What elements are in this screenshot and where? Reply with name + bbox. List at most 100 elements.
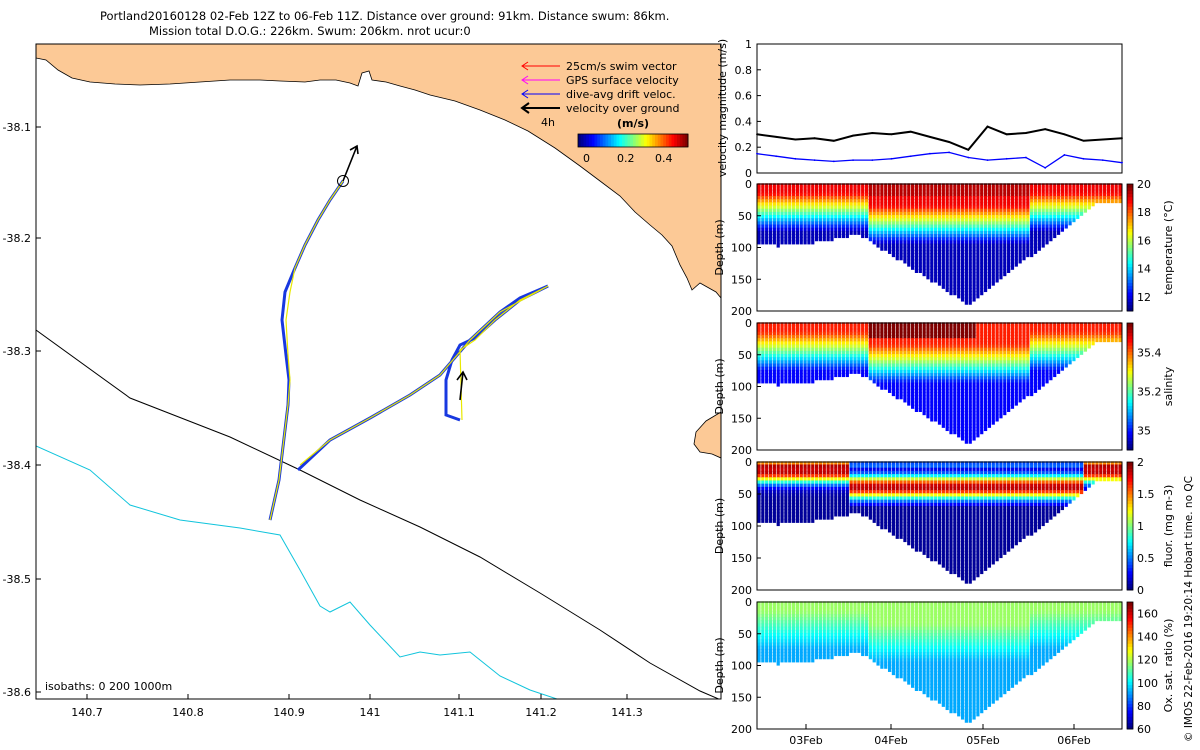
section-sample [861, 227, 865, 232]
section-sample [768, 366, 773, 371]
section-sample [976, 407, 980, 412]
section-sample [780, 379, 784, 384]
section-sample [976, 392, 980, 397]
section-sample [960, 334, 965, 339]
section-sample [1003, 376, 1007, 381]
section-sample [891, 189, 896, 194]
section-sample [1045, 224, 1049, 229]
section-sample [1003, 347, 1007, 352]
section-sample [934, 215, 938, 220]
section-sample [926, 379, 930, 384]
section-sample [784, 477, 788, 482]
map-colorbar-cell [624, 134, 628, 147]
section-sample [991, 227, 995, 232]
section-sample [1068, 341, 1072, 346]
section-sample [1072, 211, 1076, 216]
section-sample [926, 328, 930, 333]
section-sample [937, 388, 942, 393]
section-sample [1022, 189, 1026, 194]
section-colorbar-cell [1127, 421, 1133, 426]
section-sample [960, 202, 965, 207]
section-sample [1007, 322, 1011, 327]
section-sample [841, 499, 846, 504]
section-sample [922, 350, 926, 355]
section-sample [811, 502, 815, 507]
section-sample [937, 259, 942, 264]
section-sample [791, 369, 796, 374]
section-sample [815, 211, 819, 216]
section-sample [1068, 347, 1072, 352]
section-sample [791, 338, 796, 343]
section-sample [995, 334, 999, 339]
section-sample [960, 430, 965, 435]
section-sample [757, 192, 761, 197]
section-y-tick-label: 100 [731, 381, 752, 394]
section-sample [1091, 328, 1095, 333]
section-sample [815, 331, 819, 336]
section-sample [918, 357, 922, 362]
section-sample [1033, 379, 1038, 384]
section-sample [980, 373, 984, 378]
section-sample [1003, 382, 1007, 387]
section-sample [1007, 205, 1011, 210]
section-sample [822, 208, 826, 213]
section-sample [857, 369, 861, 374]
section-sample [968, 288, 972, 293]
section-sample [815, 205, 819, 210]
section-sample [1010, 338, 1015, 343]
section-sample [937, 275, 942, 280]
section-sample [899, 202, 903, 207]
section-colorbar-cell [1127, 203, 1133, 207]
section-sample [791, 366, 796, 371]
isobath-1000m [36, 445, 559, 699]
section-sample [834, 467, 838, 472]
section-sample [968, 341, 972, 346]
section-sample [845, 347, 849, 352]
section-sample [983, 259, 988, 264]
section-sample [930, 278, 934, 283]
section-sample [983, 369, 988, 374]
section-sample [815, 493, 819, 498]
section-sample [895, 385, 899, 390]
section-sample [1030, 224, 1034, 229]
section-sample [1007, 256, 1011, 261]
section-sample [834, 512, 838, 517]
section-sample [960, 404, 965, 409]
section-sample [999, 275, 1003, 280]
section-sample [876, 354, 880, 359]
section-sample [983, 423, 988, 428]
section-sample [1045, 354, 1049, 359]
section-sample [1033, 366, 1038, 371]
section-sample [1010, 382, 1015, 387]
section-sample [1118, 325, 1122, 330]
section-sample [980, 202, 984, 207]
section-sample [987, 272, 992, 277]
section-sample [918, 218, 922, 223]
section-sample [1014, 186, 1018, 191]
section-sample [772, 464, 776, 469]
section-sample [987, 221, 992, 226]
current-position-marker [337, 175, 349, 187]
section-sample [930, 208, 934, 213]
section-sample [884, 461, 888, 466]
track-east-core [299, 285, 549, 466]
section-sample [1026, 221, 1030, 226]
section-sample [960, 376, 965, 381]
section-sample [960, 423, 965, 428]
section-sample [976, 205, 980, 210]
section-sample [811, 496, 815, 501]
section-sample [818, 493, 823, 498]
section-sample [945, 328, 949, 333]
section-sample [864, 195, 869, 200]
velocity-point [775, 155, 778, 158]
section-sample [841, 338, 846, 343]
section-sample [830, 376, 834, 381]
section-sample [757, 490, 761, 495]
section-sample [987, 369, 992, 374]
section-sample [880, 518, 884, 523]
section-sample [815, 496, 819, 501]
section-sample [976, 284, 980, 289]
section-sample [999, 189, 1003, 194]
section-sample [1083, 202, 1088, 207]
section-sample [795, 366, 800, 371]
